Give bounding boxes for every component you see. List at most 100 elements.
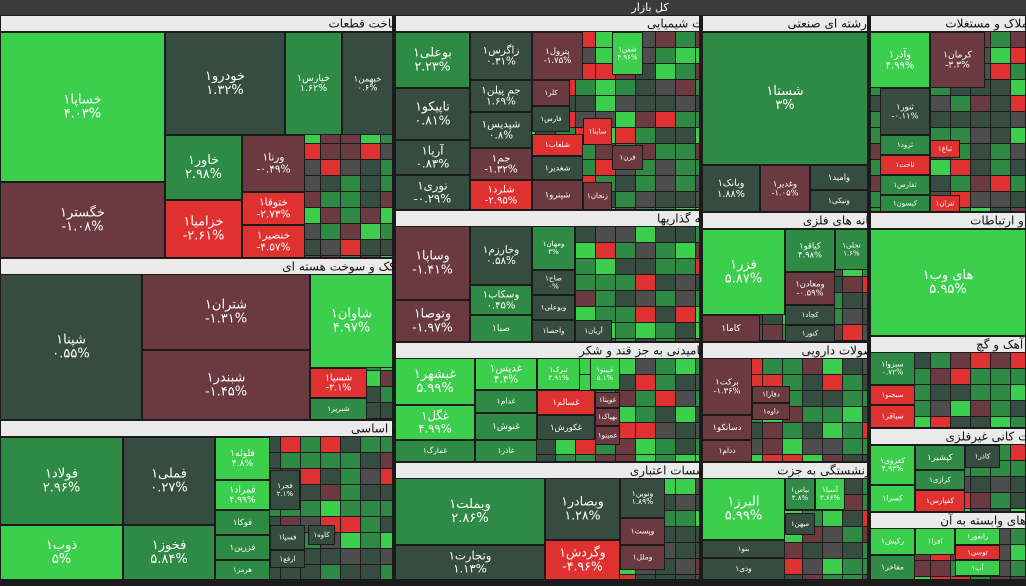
filler-tile — [301, 549, 320, 564]
filler-tile — [361, 517, 380, 532]
stock-name: ثرود۱ — [897, 141, 913, 149]
stock-name: مفاخر۱ — [881, 563, 904, 572]
stock-change: ۴.۰۳% — [64, 107, 101, 122]
stock-name: غویتا۱ — [599, 396, 617, 404]
stock-tile — [702, 415, 752, 440]
stock-change: -۲.۷۳% — [256, 208, 290, 220]
filler-tile — [281, 453, 300, 468]
stock-name: ورنا۱ — [263, 152, 285, 164]
stock-name: جم پیلن۱ — [481, 84, 520, 96]
stock-change: -۰.۵۹% — [797, 288, 824, 298]
filler-tile — [931, 96, 950, 111]
stock-tile — [870, 229, 1026, 336]
filler-tile — [743, 455, 762, 461]
sector-header — [871, 429, 1025, 444]
filler-tile — [656, 307, 675, 322]
stock-name: پترول۱ — [545, 47, 570, 57]
filler-tile — [951, 208, 970, 211]
stock-name: سیجنو۱ — [882, 391, 904, 399]
stock-change: ۴.۹۹% — [418, 421, 452, 435]
filler-tile — [843, 439, 862, 454]
stock-name: خنصیر۱ — [257, 230, 290, 242]
filler-tile — [656, 208, 675, 209]
stock-name: غبشهر۱ — [414, 367, 457, 382]
filler-tile — [576, 307, 595, 322]
filler-tile — [301, 208, 320, 223]
stock-tile — [475, 413, 537, 440]
filler-tile — [696, 479, 699, 494]
filler-tile — [381, 256, 392, 257]
filler-tile — [341, 453, 360, 468]
filler-tile — [616, 259, 635, 274]
filler-tile — [341, 437, 360, 452]
stock-tile — [310, 368, 367, 398]
stock-tile — [395, 88, 470, 140]
filler-tile — [696, 575, 699, 579]
stock-name: غپینو۱ — [596, 366, 614, 374]
stock-name: وسکاب۱ — [483, 290, 520, 301]
stock-name: غگل۱ — [421, 409, 449, 423]
filler-tile — [281, 565, 300, 579]
filler-tile — [911, 353, 930, 368]
filler-tile — [843, 325, 862, 340]
stock-change: ۳% — [548, 247, 559, 256]
stock-name: شتران۱ — [205, 297, 247, 312]
filler-tile — [381, 517, 392, 532]
stock-tile — [532, 180, 583, 210]
stock-change: ۳.۶۶% — [820, 494, 841, 502]
filler-tile — [321, 144, 340, 159]
stock-name: فارس۱ — [540, 115, 561, 123]
filler-tile — [321, 240, 340, 255]
filler-tile — [783, 559, 802, 574]
filler-tile — [931, 369, 950, 384]
filler-tile — [951, 128, 970, 143]
stock-name: دسانکو۱ — [713, 422, 742, 432]
filler-tile — [656, 455, 675, 461]
filler-tile — [991, 353, 1010, 368]
sector-header — [703, 463, 867, 478]
filler-tile — [596, 227, 615, 242]
filler-tile — [783, 439, 802, 454]
filler-tile — [676, 64, 695, 79]
filler-tile — [971, 176, 990, 191]
filler-tile — [843, 407, 862, 422]
stock-tile — [270, 470, 300, 510]
filler-tile — [341, 176, 360, 191]
filler-tile — [803, 423, 822, 438]
filler-tile — [803, 543, 822, 558]
filler-tile — [971, 112, 990, 127]
stock-tile — [532, 226, 575, 270]
stock-name: بهپاک۱ — [598, 413, 618, 421]
filler-tile — [321, 501, 340, 516]
stock-tile — [595, 408, 620, 426]
stock-name: صبا۱ — [492, 324, 510, 334]
stock-name: غدیس۱ — [490, 362, 523, 374]
stock-name: فرن۱ — [619, 154, 635, 162]
filler-tile — [991, 509, 1010, 511]
stock-name: خزامیا۱ — [183, 214, 223, 229]
filler-tile — [991, 385, 1010, 400]
stock-tile — [702, 165, 760, 212]
filler-tile — [696, 323, 699, 338]
stock-name: هرمز۱ — [233, 566, 252, 574]
stock-tile — [475, 440, 537, 462]
stock-change: ۵.۱% — [597, 374, 614, 382]
filler-tile — [381, 565, 392, 579]
stock-tile — [880, 195, 930, 212]
stock-tile — [0, 274, 142, 420]
stock-change: -۳.۳% — [945, 60, 970, 71]
filler-tile — [381, 176, 392, 191]
stock-change: ۰% — [548, 281, 559, 290]
filler-tile — [636, 339, 655, 341]
filler-tile — [863, 495, 867, 510]
stock-name: شفن۱ — [618, 46, 637, 54]
stock-name: ذوب۱ — [46, 538, 78, 553]
stock-name: خودرو۱ — [205, 69, 245, 84]
filler-tile — [1011, 509, 1025, 511]
filler-tile — [971, 128, 990, 143]
filler-tile — [636, 291, 655, 306]
filler-tile — [576, 227, 595, 242]
stock-tile — [810, 165, 868, 190]
stock-name: فزر۱ — [730, 257, 757, 272]
